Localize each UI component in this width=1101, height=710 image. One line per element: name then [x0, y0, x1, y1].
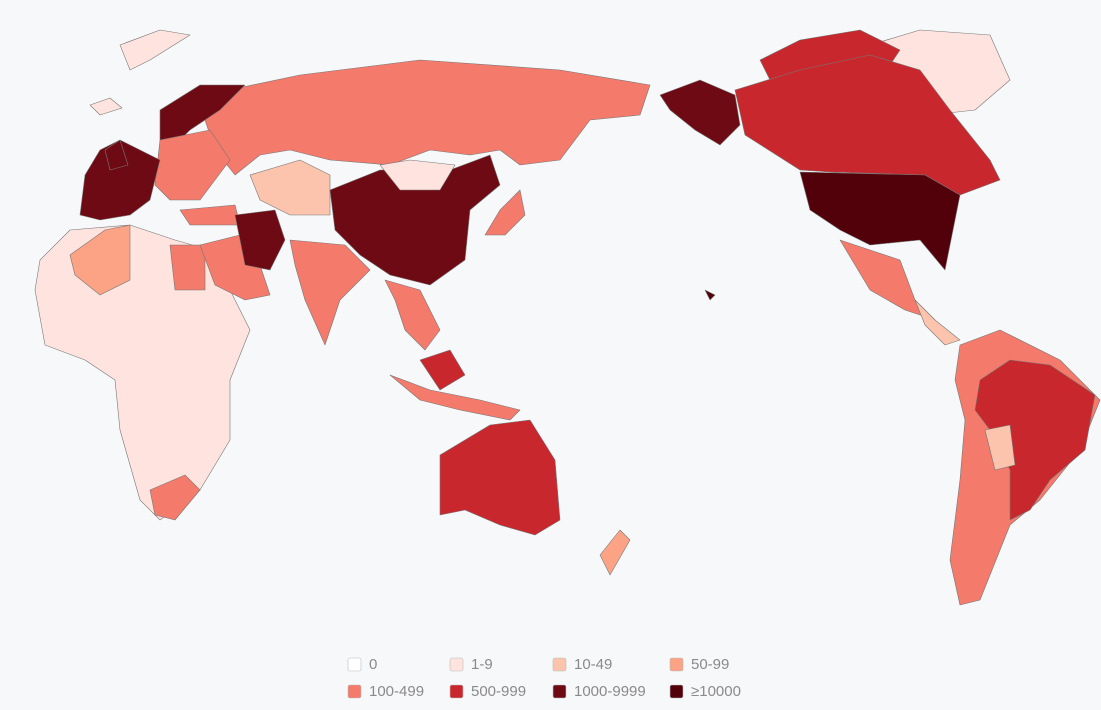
mongolia: [379, 159, 456, 191]
southeast-asia: [384, 279, 441, 351]
legend-label: ≥10000: [691, 683, 741, 700]
africa: [34, 224, 251, 521]
iceland: [89, 97, 123, 116]
central-asia: [249, 159, 331, 216]
alaska: [659, 79, 741, 146]
legend-label: 50-99: [691, 656, 729, 673]
legend-swatch: [669, 657, 684, 672]
brazil: [974, 359, 1096, 521]
india: [289, 239, 371, 346]
legend-label: 1-9: [471, 656, 493, 673]
eastern-europe: [154, 129, 231, 201]
legend-label: 0: [369, 656, 377, 673]
central-america: [914, 299, 961, 346]
western-europe: [79, 139, 161, 221]
legend-label: 10-49: [574, 656, 612, 673]
map-regions: [34, 29, 1101, 606]
south-africa: [149, 474, 201, 521]
legend-label: 1000-9999: [574, 683, 646, 700]
indonesia: [389, 374, 521, 421]
svalbard: [119, 29, 191, 71]
iran: [234, 209, 286, 271]
australia: [439, 419, 561, 536]
legend-swatch: [347, 684, 362, 699]
legend-swatch: [552, 684, 567, 699]
turkey: [179, 204, 241, 226]
canada: [734, 54, 1001, 196]
legend-swatch: [347, 657, 362, 672]
legend: 0 1-9 10-49 50-99 100-499 500-999 1000-9999 ≥10…: [347, 656, 741, 700]
new-zealand: [599, 529, 631, 576]
japan: [484, 189, 526, 236]
usa: [799, 171, 961, 271]
uk: [104, 139, 129, 171]
malaysia: [419, 349, 466, 391]
bolivia: [984, 424, 1016, 471]
russia: [204, 59, 651, 176]
legend-swatch: [669, 684, 684, 699]
egypt: [169, 244, 206, 291]
legend-swatch: [449, 657, 464, 672]
legend-label: 100-499: [369, 683, 424, 700]
legend-label: 500-999: [471, 683, 526, 700]
hawaii: [704, 289, 716, 301]
algeria: [69, 224, 131, 296]
legend-swatch: [552, 657, 567, 672]
legend-swatch: [449, 684, 464, 699]
